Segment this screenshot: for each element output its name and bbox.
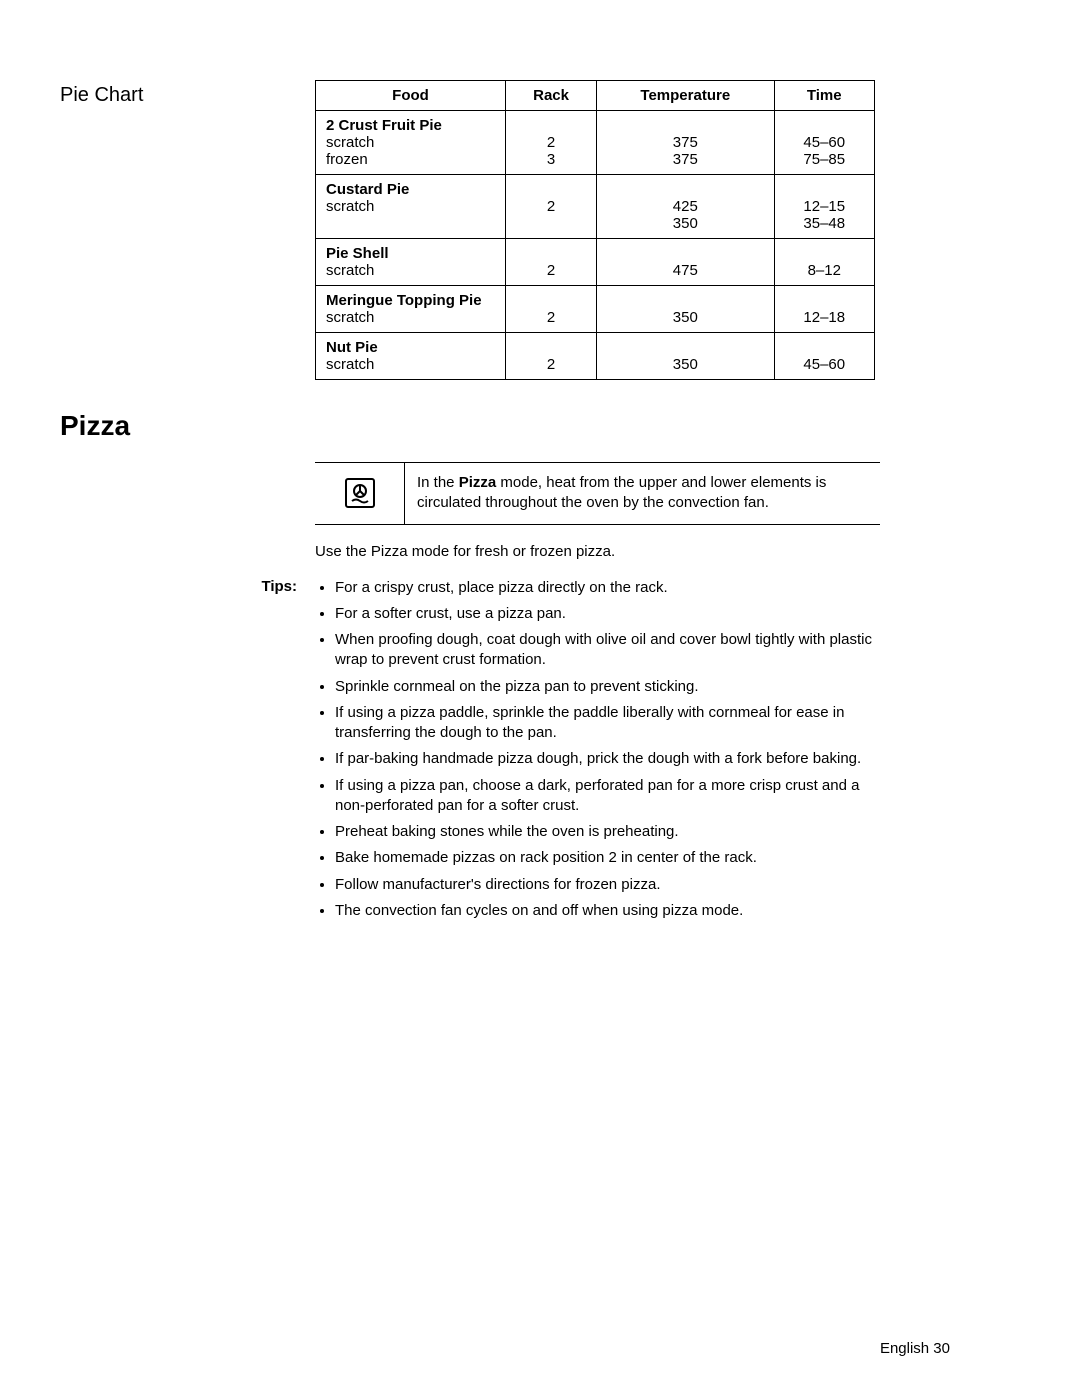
tip-item: If par-baking handmade pizza dough, pric… — [335, 749, 885, 769]
val-temp: 350 — [607, 309, 763, 326]
val-temp: 425 — [607, 198, 763, 215]
info-text: In the Pizza mode, heat from the upper a… — [405, 463, 880, 524]
cell-time: 12–1535–48 — [774, 175, 874, 239]
food-sub: scratch — [326, 262, 495, 279]
val-time: 12–15 — [785, 198, 864, 215]
food-sub — [326, 215, 495, 232]
info-box: In the Pizza mode, heat from the upper a… — [315, 462, 880, 525]
col-temp: Temperature — [597, 81, 774, 111]
tip-item: When proofing dough, coat dough with oli… — [335, 630, 885, 671]
col-rack: Rack — [506, 81, 597, 111]
val-time: 35–48 — [785, 215, 864, 232]
intro-line: Use the Pizza mode for fresh or frozen p… — [315, 543, 1020, 560]
tip-item: Follow manufacturer's directions for fro… — [335, 875, 885, 895]
cell-time: 12–18 — [774, 286, 874, 333]
food-group-title: Pie Shell — [326, 245, 495, 262]
val-rack — [516, 215, 586, 232]
page-footer: English 30 — [880, 1340, 950, 1357]
cell-temp: 475 — [597, 239, 774, 286]
cell-food: Nut Piescratch — [316, 333, 506, 380]
cell-rack: 2 — [506, 239, 597, 286]
cell-temp: 350 — [597, 333, 774, 380]
pie-chart-row: Pie Chart Food Rack Temperature Time 2 C… — [60, 80, 1020, 380]
food-sub: scratch — [326, 309, 495, 326]
val-rack: 2 — [516, 262, 586, 279]
table-row: Custard Piescratch 2 425350 12–1535–48 — [316, 175, 875, 239]
val-temp: 375 — [607, 134, 763, 151]
val-rack: 2 — [516, 309, 586, 326]
val-temp: 375 — [607, 151, 763, 168]
cell-food: Custard Piescratch — [316, 175, 506, 239]
table-row: 2 Crust Fruit Piescratchfrozen 23 375375… — [316, 111, 875, 175]
val-time: 45–60 — [785, 356, 864, 373]
cell-rack: 2 — [506, 286, 597, 333]
page: Pie Chart Food Rack Temperature Time 2 C… — [0, 0, 1080, 1397]
tip-item: Sprinkle cornmeal on the pizza pan to pr… — [335, 677, 885, 697]
pizza-mode-icon — [344, 477, 376, 509]
food-group-title: Custard Pie — [326, 181, 495, 198]
val-temp: 350 — [607, 356, 763, 373]
tip-item: Preheat baking stones while the oven is … — [335, 822, 885, 842]
val-rack: 2 — [516, 134, 586, 151]
tips-list: For a crispy crust, place pizza directly… — [315, 578, 885, 928]
tip-item: If using a pizza paddle, sprinkle the pa… — [335, 703, 885, 744]
food-group-title: Nut Pie — [326, 339, 495, 356]
cell-time: 45–6075–85 — [774, 111, 874, 175]
cell-rack: 2 — [506, 333, 597, 380]
val-time: 45–60 — [785, 134, 864, 151]
table-row: Nut Piescratch 2 350 45–60 — [316, 333, 875, 380]
cell-food: Meringue Topping Piescratch — [316, 286, 506, 333]
food-group-title: 2 Crust Fruit Pie — [326, 117, 495, 134]
food-sub: scratch — [326, 134, 495, 151]
tips-row: Tips: For a crispy crust, place pizza di… — [60, 578, 1020, 928]
info-pre: In the — [417, 474, 459, 491]
val-temp: 475 — [607, 262, 763, 279]
pie-chart-table: Food Rack Temperature Time 2 Crust Fruit… — [315, 80, 875, 380]
cell-temp: 425350 — [597, 175, 774, 239]
tip-item: If using a pizza pan, choose a dark, per… — [335, 776, 885, 817]
val-rack: 2 — [516, 198, 586, 215]
cell-temp: 350 — [597, 286, 774, 333]
tips-label: Tips: — [60, 578, 315, 595]
pizza-heading: Pizza — [60, 410, 1020, 442]
food-sub: frozen — [326, 151, 495, 168]
val-time: 12–18 — [785, 309, 864, 326]
info-bold: Pizza — [459, 474, 497, 491]
info-icon-cell — [315, 463, 405, 524]
cell-food: 2 Crust Fruit Piescratchfrozen — [316, 111, 506, 175]
tip-item: The convection fan cycles on and off whe… — [335, 901, 885, 921]
cell-rack: 23 — [506, 111, 597, 175]
val-rack: 2 — [516, 356, 586, 373]
cell-time: 45–60 — [774, 333, 874, 380]
cell-food: Pie Shellscratch — [316, 239, 506, 286]
table-header-row: Food Rack Temperature Time — [316, 81, 875, 111]
section-label: Pie Chart — [60, 80, 285, 107]
cell-rack: 2 — [506, 175, 597, 239]
tip-item: Bake homemade pizzas on rack position 2 … — [335, 848, 885, 868]
table-body: 2 Crust Fruit Piescratchfrozen 23 375375… — [316, 111, 875, 380]
val-temp: 350 — [607, 215, 763, 232]
col-food: Food — [316, 81, 506, 111]
val-time: 8–12 — [785, 262, 864, 279]
food-sub: scratch — [326, 198, 495, 215]
val-rack: 3 — [516, 151, 586, 168]
val-time: 75–85 — [785, 151, 864, 168]
cell-time: 8–12 — [774, 239, 874, 286]
tip-item: For a softer crust, use a pizza pan. — [335, 604, 885, 624]
tip-item: For a crispy crust, place pizza directly… — [335, 578, 885, 598]
table-row: Pie Shellscratch 2 475 8–12 — [316, 239, 875, 286]
table-row: Meringue Topping Piescratch 2 350 12–18 — [316, 286, 875, 333]
food-sub: scratch — [326, 356, 495, 373]
cell-temp: 375375 — [597, 111, 774, 175]
food-group-title: Meringue Topping Pie — [326, 292, 495, 309]
col-time: Time — [774, 81, 874, 111]
